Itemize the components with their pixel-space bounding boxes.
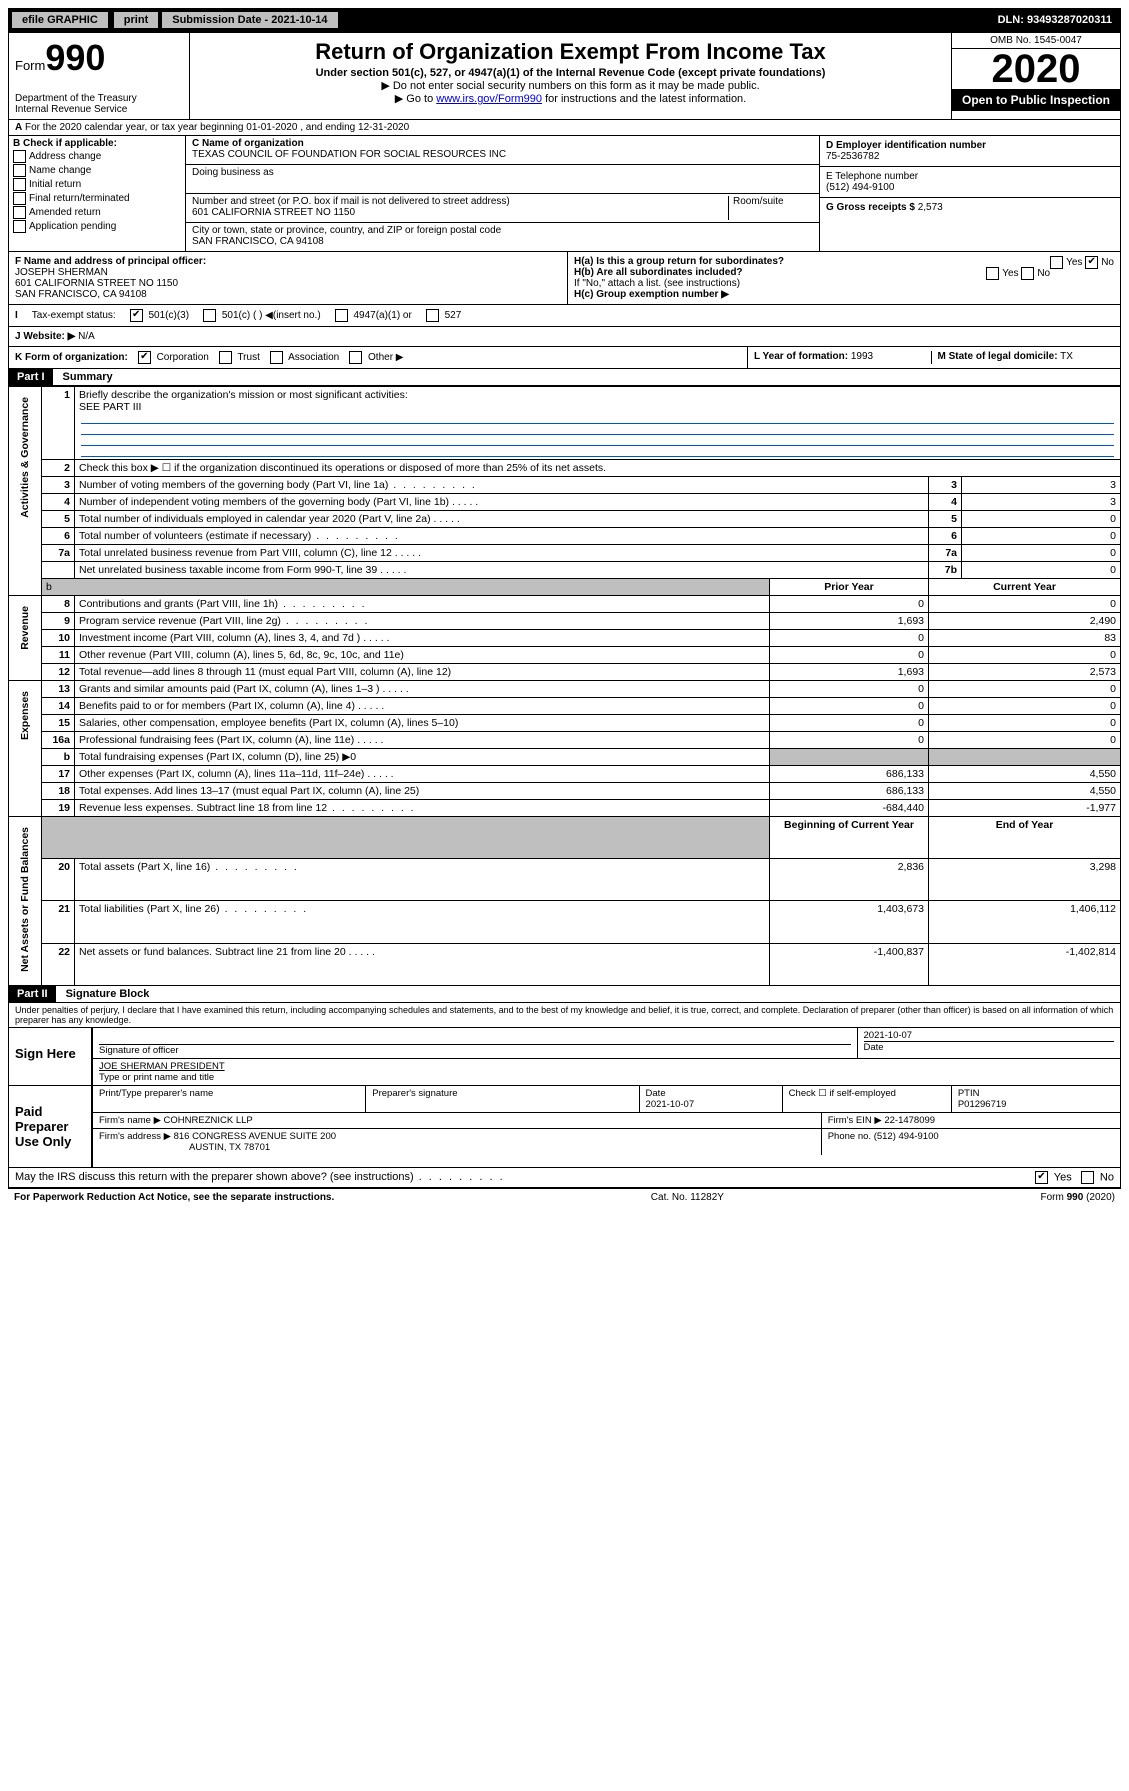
table-row: 6Total number of volunteers (estimate if…	[9, 528, 1121, 545]
declaration: Under penalties of perjury, I declare th…	[8, 1003, 1121, 1028]
cb-discuss-no[interactable]	[1081, 1171, 1094, 1184]
footer: For Paperwork Reduction Act Notice, see …	[8, 1188, 1121, 1206]
firm-ein: 22-1478099	[884, 1115, 935, 1126]
paid-preparer-block: Paid Preparer Use Only Print/Type prepar…	[8, 1086, 1121, 1168]
cb-501c3[interactable]	[130, 309, 143, 322]
tax-year: 2020	[952, 49, 1120, 89]
table-row: 15Salaries, other compensation, employee…	[9, 715, 1121, 732]
title-block: Return of Organization Exempt From Incom…	[190, 33, 951, 119]
part2-header: Part II Signature Block	[8, 986, 1121, 1003]
sign-here-block: Sign Here Signature of officer 2021-10-0…	[8, 1028, 1121, 1086]
summary-table: Activities & Governance 1 Briefly descri…	[8, 386, 1121, 986]
irs-link[interactable]: www.irs.gov/Form990	[436, 93, 542, 105]
org-name: TEXAS COUNCIL OF FOUNDATION FOR SOCIAL R…	[192, 149, 813, 160]
table-row: 20Total assets (Part X, line 16)2,8363,2…	[9, 859, 1121, 901]
cb-application-pending[interactable]: Application pending	[13, 220, 181, 233]
org-address: 601 CALIFORNIA STREET NO 1150	[192, 207, 728, 218]
table-row: bTotal fundraising expenses (Part IX, co…	[9, 749, 1121, 766]
cb-4947[interactable]	[335, 309, 348, 322]
vert-expenses: Expenses	[9, 681, 42, 817]
table-row: 12Total revenue—add lines 8 through 11 (…	[9, 664, 1121, 681]
table-row: 19Revenue less expenses. Subtract line 1…	[9, 800, 1121, 817]
ptin: P01296719	[958, 1099, 1007, 1110]
table-row: 16aProfessional fundraising fees (Part I…	[9, 732, 1121, 749]
year-block: OMB No. 1545-0047 2020 Open to Public In…	[951, 33, 1120, 119]
prep-phone: (512) 494-9100	[874, 1131, 939, 1142]
cb-other[interactable]	[349, 351, 362, 364]
form-number-block: Form990 Department of the Treasury Inter…	[9, 33, 190, 119]
cb-527[interactable]	[426, 309, 439, 322]
section-identity: B Check if applicable: Address change Na…	[8, 136, 1121, 252]
print-button[interactable]: print	[113, 11, 159, 29]
note-link: ▶ Go to www.irs.gov/Form990 for instruct…	[194, 92, 947, 105]
vert-net-assets: Net Assets or Fund Balances	[9, 817, 42, 986]
sig-date: 2021-10-07	[864, 1030, 1115, 1041]
row-f-h: F Name and address of principal officer:…	[8, 252, 1121, 305]
table-row: 21Total liabilities (Part X, line 26)1,4…	[9, 901, 1121, 943]
department-label: Department of the Treasury Internal Reve…	[15, 93, 183, 115]
cb-final-return[interactable]: Final return/terminated	[13, 192, 181, 205]
table-row: 22Net assets or fund balances. Subtract …	[9, 943, 1121, 985]
state-domicile: TX	[1060, 351, 1073, 362]
table-row: 10Investment income (Part VIII, column (…	[9, 630, 1121, 647]
vert-governance: Activities & Governance	[9, 387, 42, 596]
cb-amended-return[interactable]: Amended return	[13, 206, 181, 219]
cb-name-change[interactable]: Name change	[13, 164, 181, 177]
cb-trust[interactable]	[219, 351, 232, 364]
open-inspection: Open to Public Inspection	[952, 89, 1120, 111]
cb-initial-return[interactable]: Initial return	[13, 178, 181, 191]
ein: 75-2536782	[826, 151, 879, 162]
dln: DLN: 93493287020311	[990, 11, 1120, 29]
mission-text: SEE PART III	[79, 401, 141, 413]
topbar: efile GRAPHIC print Submission Date - 20…	[8, 8, 1121, 32]
phone: (512) 494-9100	[826, 182, 894, 193]
website: N/A	[78, 331, 95, 342]
submission-date: Submission Date - 2021-10-14	[161, 11, 338, 29]
table-row: 18Total expenses. Add lines 13–17 (must …	[9, 783, 1121, 800]
org-city: SAN FRANCISCO, CA 94108	[192, 236, 813, 247]
gross-receipts: 2,573	[918, 202, 943, 213]
note-ssn: ▶ Do not enter social security numbers o…	[194, 79, 947, 92]
table-row: 7aTotal unrelated business revenue from …	[9, 545, 1121, 562]
cb-address-change[interactable]: Address change	[13, 150, 181, 163]
cb-501c[interactable]	[203, 309, 216, 322]
firm-address: 816 CONGRESS AVENUE SUITE 200	[174, 1131, 336, 1142]
form-title: Return of Organization Exempt From Incom…	[194, 39, 947, 65]
row-i: I Tax-exempt status: 501(c)(3) 501(c) ( …	[8, 305, 1121, 327]
box-defg: D Employer identification number 75-2536…	[819, 136, 1120, 251]
table-row: 4Number of independent voting members of…	[9, 494, 1121, 511]
year-formation: 1993	[851, 351, 873, 362]
table-row: 5Total number of individuals employed in…	[9, 511, 1121, 528]
table-row: Net unrelated business taxable income fr…	[9, 562, 1121, 579]
row-a-tax-year: A For the 2020 calendar year, or tax yea…	[8, 120, 1121, 136]
table-row: 14Benefits paid to or for members (Part …	[9, 698, 1121, 715]
row-j: J Website: ▶ N/A	[8, 327, 1121, 347]
cb-discuss-yes[interactable]	[1035, 1171, 1048, 1184]
discuss-row: May the IRS discuss this return with the…	[8, 1168, 1121, 1188]
officer-name: JOSEPH SHERMAN	[15, 267, 108, 278]
efile-button[interactable]: efile GRAPHIC	[11, 11, 109, 29]
cb-corporation[interactable]	[138, 351, 151, 364]
prep-date: 2021-10-07	[646, 1099, 695, 1110]
box-c: C Name of organization TEXAS COUNCIL OF …	[186, 136, 819, 251]
table-row: 3Number of voting members of the governi…	[9, 477, 1121, 494]
row-klm: K Form of organization: Corporation Trus…	[8, 347, 1121, 369]
cb-association[interactable]	[270, 351, 283, 364]
box-b: B Check if applicable: Address change Na…	[9, 136, 186, 251]
form-header: Form990 Department of the Treasury Inter…	[8, 32, 1121, 120]
table-row: 11Other revenue (Part VIII, column (A), …	[9, 647, 1121, 664]
vert-revenue: Revenue	[9, 596, 42, 681]
table-row: 9Program service revenue (Part VIII, lin…	[9, 613, 1121, 630]
table-row: 17Other expenses (Part IX, column (A), l…	[9, 766, 1121, 783]
form-subtitle: Under section 501(c), 527, or 4947(a)(1)…	[194, 67, 947, 79]
officer-printed: JOE SHERMAN PRESIDENT	[99, 1061, 1114, 1072]
firm-name: COHNREZNICK LLP	[164, 1115, 253, 1126]
part1-header: Part I Summary	[8, 369, 1121, 386]
